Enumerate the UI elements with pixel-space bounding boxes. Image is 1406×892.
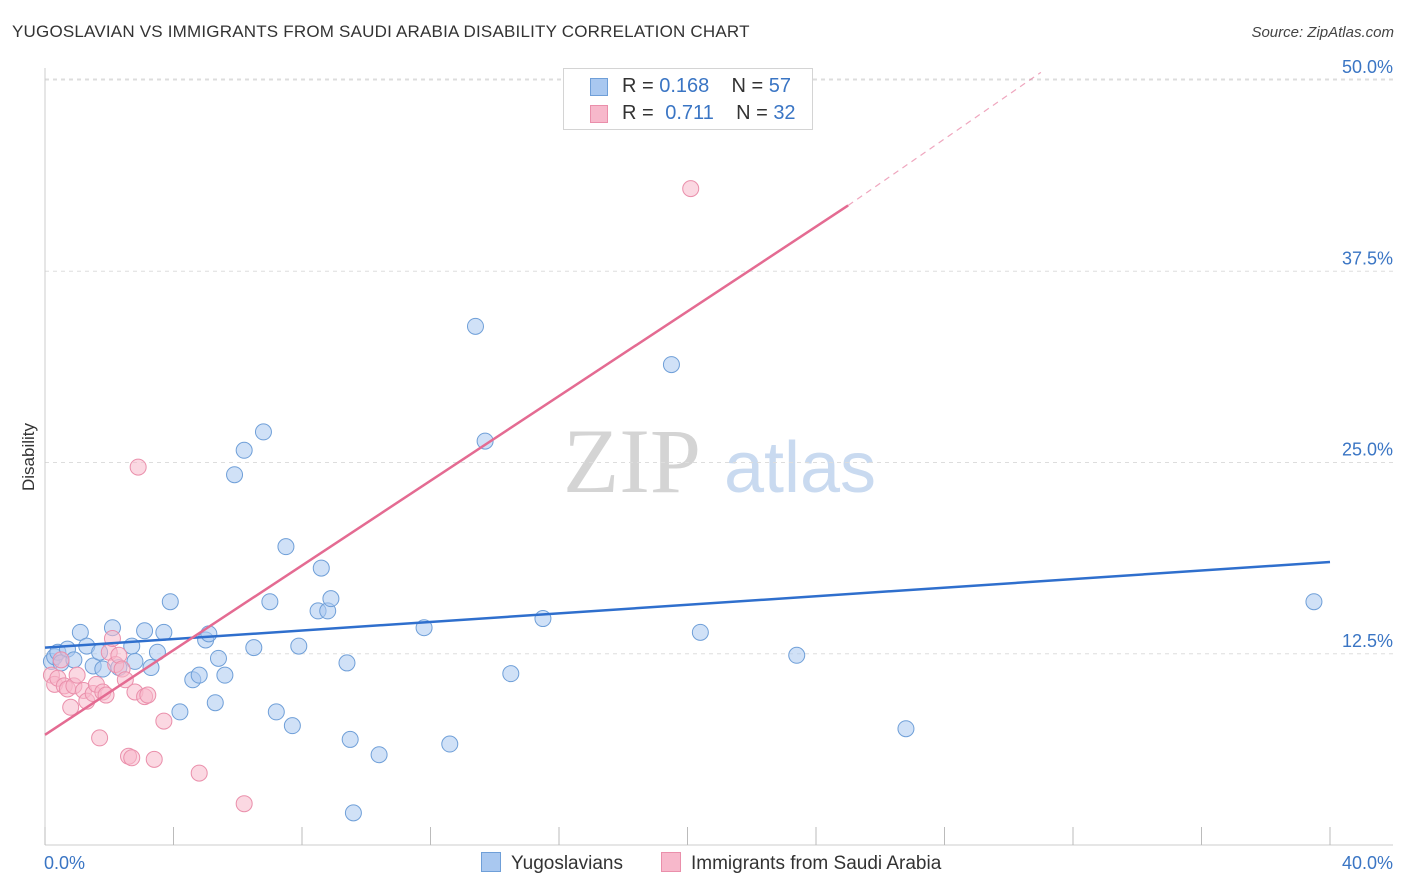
saudi-arabia-point: [110, 646, 128, 664]
yugoslavians-point: [71, 623, 89, 641]
saudi-arabia-point: [139, 686, 157, 704]
saudi-arabia-trend-extension: [847, 71, 1042, 206]
trend-lines: [44, 71, 1331, 736]
legend-n-value: 57: [768, 75, 792, 97]
source-label: Source: ZipAtlas.com: [1251, 24, 1394, 41]
yugoslavians-point: [277, 538, 295, 556]
yugoslavians-point: [161, 593, 179, 611]
saudi-arabia-point: [52, 651, 70, 669]
yugoslavians-point: [254, 423, 272, 441]
yugoslavians-point: [235, 441, 253, 459]
bottom-legend-yugoslavians: Yugoslavians: [481, 852, 623, 875]
yugoslavians-point: [216, 666, 234, 684]
yugoslavians-point: [209, 649, 227, 667]
watermark-atlas: atlas: [724, 428, 876, 508]
saudi-arabia-point: [145, 750, 163, 768]
yugoslavians-point: [267, 703, 285, 721]
yugoslavians-point: [788, 646, 806, 664]
yugoslavians-point: [136, 622, 154, 640]
yugoslavians-point: [897, 720, 915, 738]
saudi-arabia-point: [129, 458, 147, 476]
y-tick-label: 37.5%: [1342, 248, 1393, 268]
grid-lines: [45, 78, 1393, 655]
yugoslavians-point: [344, 804, 362, 822]
saudi-arabia-trend-line: [44, 204, 849, 736]
watermark-zip: ZIP: [563, 410, 701, 512]
yugoslavians-point: [476, 432, 494, 450]
y-axis-label: Disability: [19, 422, 38, 491]
tick-labels: 12.5% 25.0% 37.5% 50.0% 0.0% 40.0%: [44, 57, 1393, 873]
yugoslavians-point: [502, 665, 520, 683]
bottom-legend-saudi-arabia: Immigrants from Saudi Arabia: [661, 852, 941, 875]
yugoslavians-point: [226, 466, 244, 484]
yugoslavians-point: [662, 356, 680, 374]
yugoslavians-point: [322, 590, 340, 608]
bottom-legend-label: Immigrants from Saudi Arabia: [691, 853, 942, 874]
yugoslavians-point: [126, 652, 144, 670]
legend-r-value: 0.711: [665, 102, 714, 124]
saudi-arabia-point: [190, 764, 208, 782]
yugoslavians-trend-line: [44, 560, 1331, 649]
saudi-arabia-point: [68, 666, 86, 684]
yugoslavians-point: [171, 703, 189, 721]
bottom-legend-swatch-blue: [481, 852, 501, 872]
bottom-legend-label: Yugoslavians: [511, 853, 623, 874]
x-tick-label: 40.0%: [1342, 853, 1393, 873]
legend-n-label: N =: [736, 102, 768, 124]
chart-title: YUGOSLAVIAN VS IMMIGRANTS FROM SAUDI ARA…: [12, 22, 750, 41]
saudi-arabia-point: [62, 698, 80, 716]
yugoslavians-points: [42, 317, 1323, 822]
yugoslavians-point: [312, 559, 330, 577]
yugoslavians-point: [341, 730, 359, 748]
yugoslavians-point: [245, 639, 263, 657]
yugoslavians-point: [338, 654, 356, 672]
saudi-arabia-point: [155, 712, 173, 730]
bottom-legend-swatch-pink: [661, 852, 681, 872]
saudi-arabia-point: [123, 749, 141, 767]
legend-swatch-blue: [590, 78, 608, 96]
correlation-legend: R = 0.168 N = 57 R = 0.711 N = 32: [563, 68, 813, 130]
saudi-arabia-point: [682, 180, 700, 198]
yugoslavians-point: [261, 593, 279, 611]
legend-r-value: 0.168: [659, 75, 710, 97]
y-tick-label: 50.0%: [1342, 57, 1393, 77]
y-tick-label: 25.0%: [1342, 440, 1393, 460]
legend-n-label: N =: [731, 75, 764, 97]
yugoslavians-point: [441, 735, 459, 753]
yugoslavians-point: [466, 317, 484, 335]
yugoslavians-point: [370, 746, 388, 764]
yugoslavians-point: [691, 623, 709, 641]
yugoslavians-point: [206, 694, 224, 712]
saudi-arabia-point: [235, 795, 253, 813]
y-tick-label: 12.5%: [1342, 631, 1393, 651]
yugoslavians-point: [1305, 593, 1323, 611]
legend-r-label: R =: [622, 75, 654, 97]
axes: [44, 68, 1393, 846]
yugoslavians-point: [290, 637, 308, 655]
yugoslavians-point: [155, 623, 173, 641]
saudi-arabia-point: [91, 729, 109, 747]
yugoslavians-point: [190, 666, 208, 684]
yugoslavians-point: [283, 717, 301, 735]
legend-swatch-pink: [590, 105, 608, 123]
x-tick-label: 0.0%: [44, 853, 85, 873]
legend-r-label: R =: [622, 102, 654, 124]
legend-n-value: 32: [773, 102, 796, 124]
